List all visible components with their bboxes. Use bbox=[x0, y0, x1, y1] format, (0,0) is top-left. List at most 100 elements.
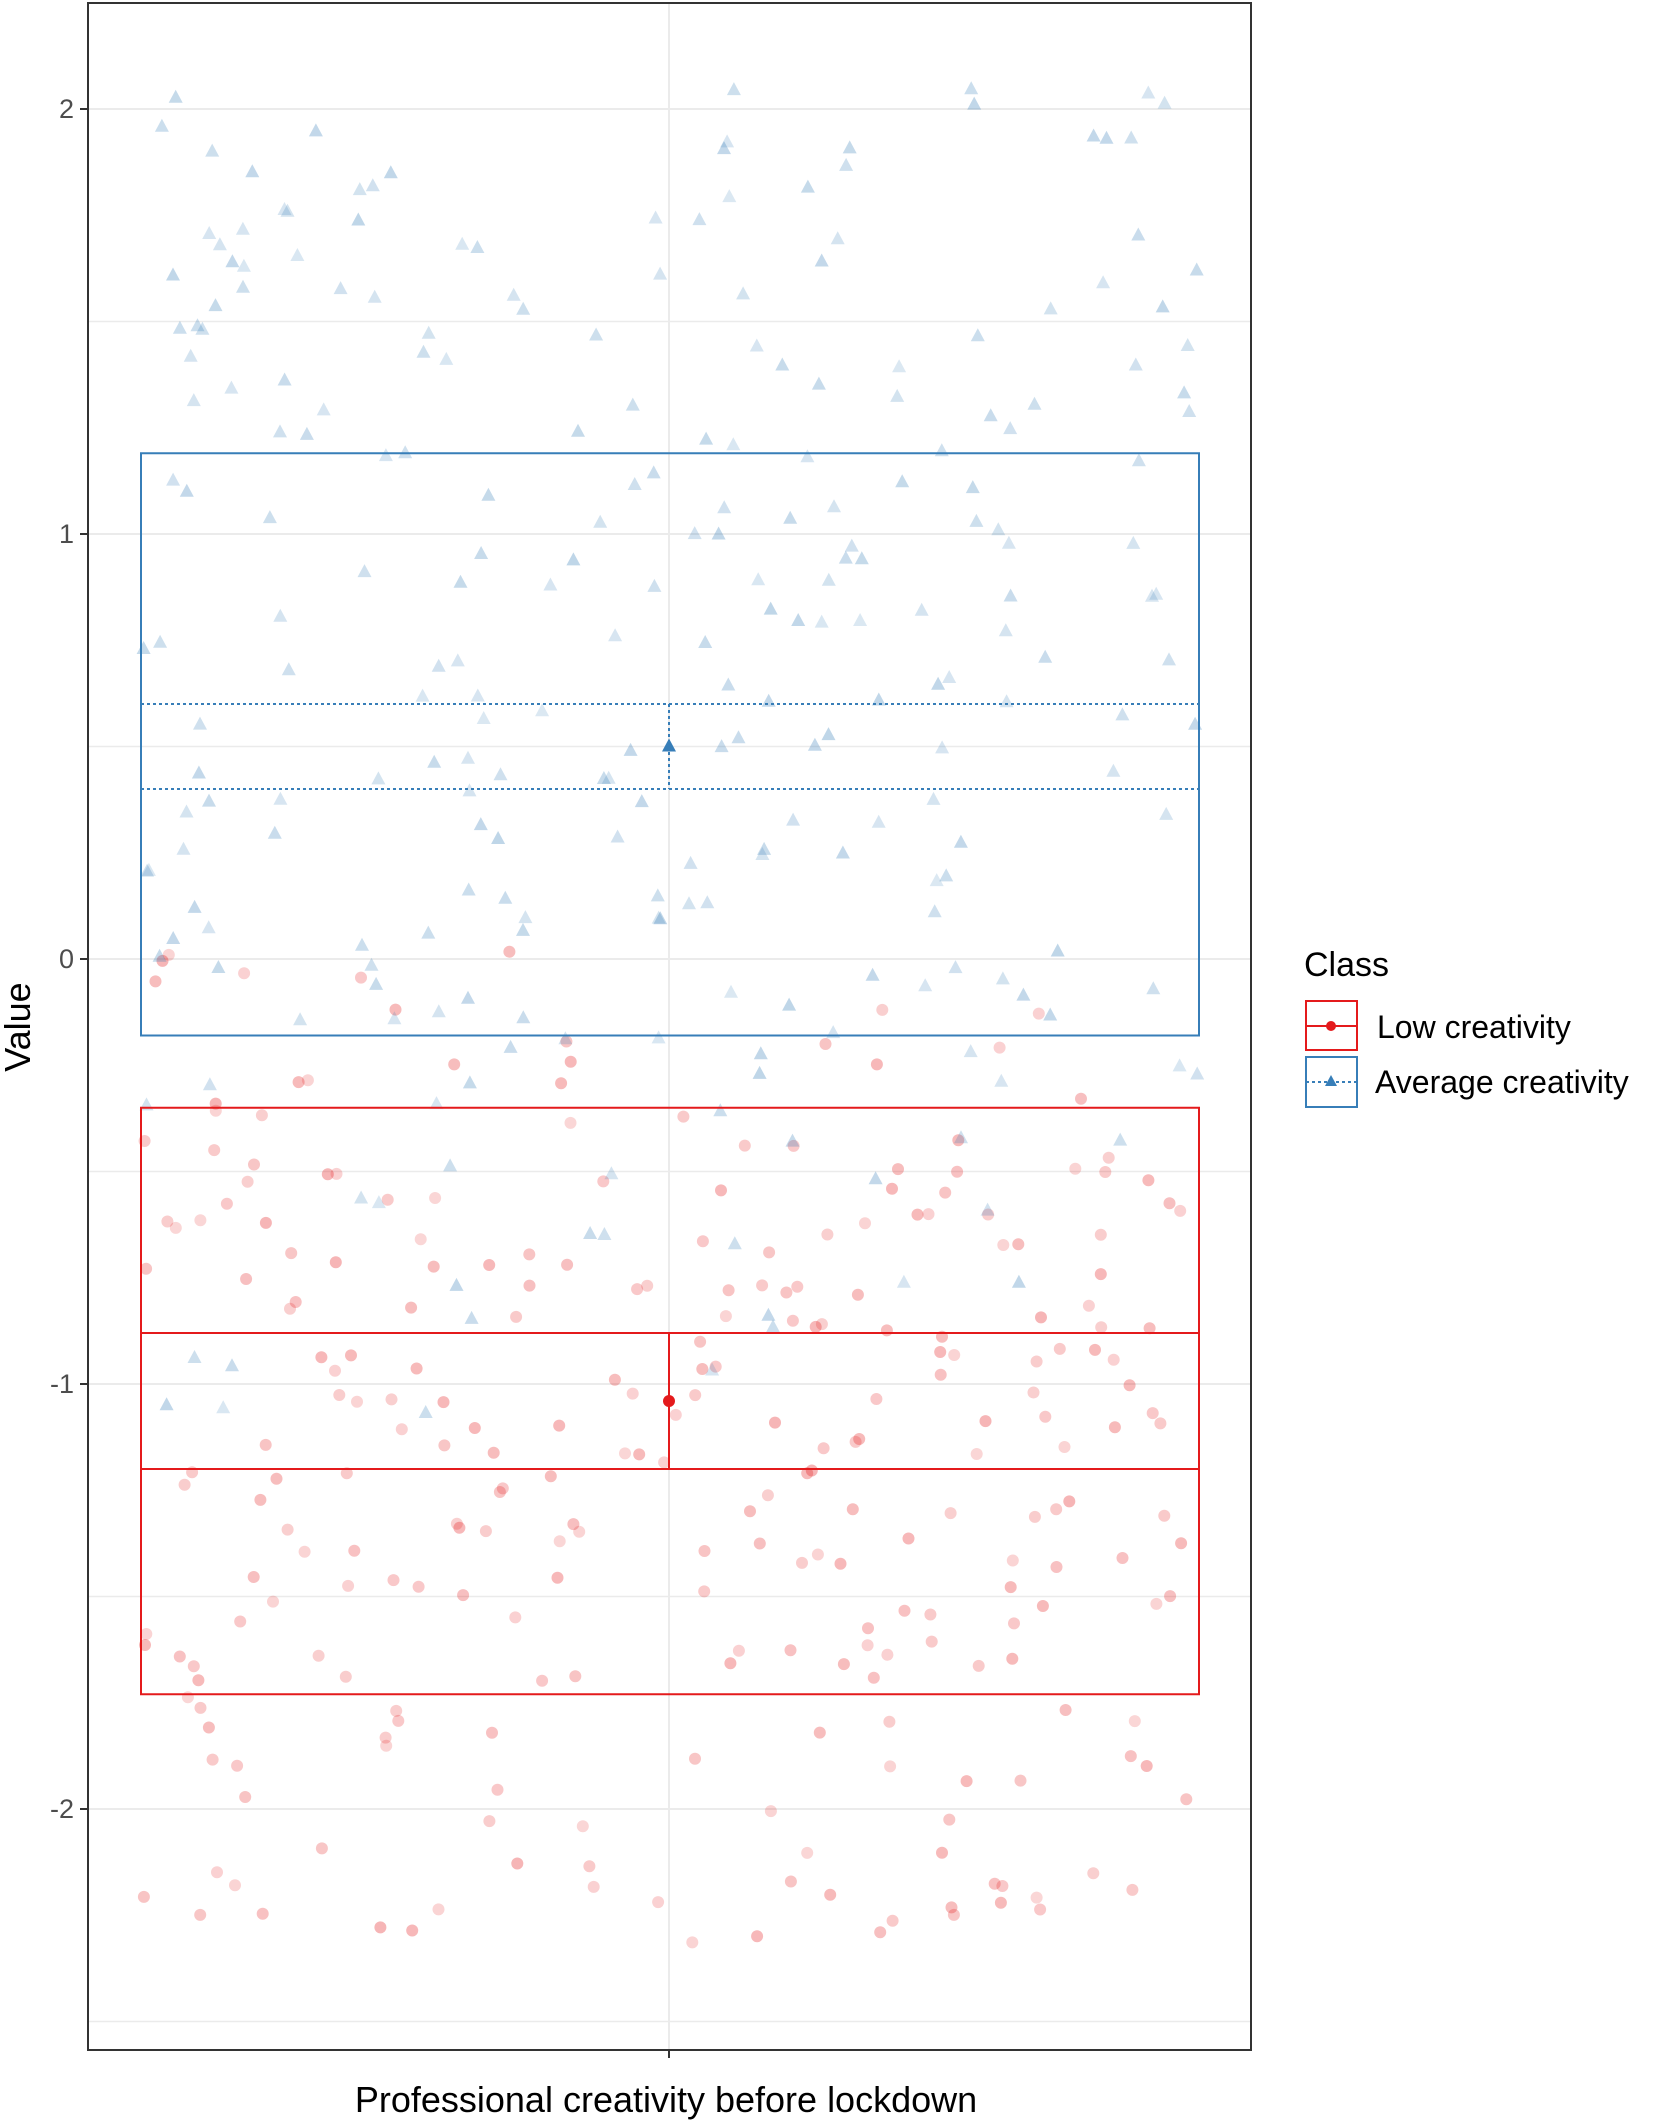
data-point-low-creativity bbox=[561, 1258, 574, 1271]
data-point-average-creativity bbox=[1190, 1066, 1205, 1080]
data-point-average-creativity bbox=[653, 266, 668, 280]
data-point-low-creativity bbox=[202, 1721, 215, 1734]
data-point-low-creativity bbox=[880, 1324, 893, 1337]
data-point-average-creativity bbox=[503, 1039, 518, 1053]
data-point-low-creativity bbox=[289, 1296, 302, 1308]
data-point-average-creativity bbox=[601, 770, 616, 784]
data-point-average-creativity bbox=[1113, 1132, 1128, 1146]
data-point-low-creativity bbox=[658, 1456, 671, 1469]
data-point-average-creativity bbox=[994, 1073, 1009, 1087]
data-point-average-creativity bbox=[462, 783, 477, 797]
data-point-average-creativity bbox=[1106, 763, 1121, 777]
legend-title: Class bbox=[1304, 946, 1389, 984]
data-point-low-creativity bbox=[211, 1866, 223, 1879]
data-point-average-creativity bbox=[1146, 981, 1161, 995]
data-point-average-creativity bbox=[1149, 586, 1164, 600]
data-point-average-creativity bbox=[646, 465, 661, 479]
data-point-low-creativity bbox=[715, 1184, 727, 1197]
data-point-low-creativity bbox=[1063, 1495, 1076, 1508]
data-point-average-creativity bbox=[416, 344, 431, 358]
data-point-low-creativity bbox=[583, 1860, 596, 1873]
data-point-average-creativity bbox=[140, 863, 155, 877]
data-point-average-creativity bbox=[785, 1133, 800, 1147]
data-point-low-creativity bbox=[248, 1158, 260, 1171]
data-point-low-creativity bbox=[1163, 1197, 1176, 1210]
data-point-low-creativity bbox=[696, 1235, 709, 1248]
data-point-low-creativity bbox=[732, 1644, 745, 1657]
data-point-average-creativity bbox=[963, 1044, 978, 1058]
data-point-low-creativity bbox=[340, 1467, 353, 1480]
data-point-low-creativity bbox=[1034, 1903, 1047, 1916]
data-point-low-creativity bbox=[619, 1447, 631, 1460]
data-point-average-creativity bbox=[827, 499, 841, 513]
data-point-low-creativity bbox=[511, 1857, 524, 1870]
data-point-low-creativity bbox=[156, 954, 169, 967]
data-point-average-creativity bbox=[1115, 707, 1130, 721]
data-point-average-creativity bbox=[1189, 262, 1204, 276]
data-point-average-creativity bbox=[418, 1405, 433, 1418]
data-point-average-creativity bbox=[593, 514, 608, 528]
data-point-low-creativity bbox=[1059, 1704, 1072, 1716]
data-point-low-creativity bbox=[870, 1058, 883, 1071]
data-point-low-creativity bbox=[744, 1505, 756, 1518]
data-point-low-creativity bbox=[626, 1387, 639, 1400]
data-point-average-creativity bbox=[1124, 130, 1139, 144]
data-point-low-creativity bbox=[523, 1279, 536, 1292]
data-point-low-creativity bbox=[819, 1038, 832, 1050]
data-point-average-creativity bbox=[926, 791, 941, 805]
data-point-low-creativity bbox=[281, 1523, 294, 1536]
data-point-average-creativity bbox=[896, 1274, 911, 1288]
data-point-low-creativity bbox=[493, 1486, 506, 1498]
data-point-low-creativity bbox=[208, 1144, 221, 1157]
data-point-average-creativity bbox=[429, 1096, 444, 1110]
data-point-average-creativity bbox=[543, 577, 558, 591]
data-point-average-creativity bbox=[726, 437, 741, 451]
data-point-low-creativity bbox=[886, 1914, 899, 1927]
data-point-average-creativity bbox=[518, 910, 533, 924]
data-point-low-creativity bbox=[149, 975, 162, 988]
data-point-average-creativity bbox=[166, 472, 181, 486]
data-point-average-creativity bbox=[262, 510, 277, 524]
data-point-low-creativity bbox=[738, 1139, 751, 1152]
data-point-average-creativity bbox=[166, 931, 181, 944]
data-point-average-creativity bbox=[1128, 357, 1143, 371]
legend-item-average-creativity: Average creativity bbox=[1305, 1056, 1629, 1108]
data-point-low-creativity bbox=[342, 1579, 355, 1592]
data-point-low-creativity bbox=[809, 1320, 822, 1333]
data-point-low-creativity bbox=[979, 1415, 992, 1428]
data-point-low-creativity bbox=[479, 1525, 492, 1538]
y-axis: 2 1 0 -1 -2 bbox=[50, 94, 88, 1824]
data-point-average-creativity bbox=[498, 890, 513, 904]
data-point-average-creativity bbox=[1043, 1007, 1058, 1021]
data-point-average-creativity bbox=[682, 896, 696, 910]
data-point-low-creativity bbox=[867, 1671, 880, 1684]
data-point-low-creativity bbox=[1075, 1092, 1087, 1105]
data-point-low-creativity bbox=[1158, 1509, 1171, 1522]
data-point-low-creativity bbox=[1146, 1407, 1159, 1420]
data-point-low-creativity bbox=[784, 1644, 797, 1657]
data-point-average-creativity bbox=[724, 984, 738, 998]
data-point-low-creativity bbox=[652, 1896, 665, 1909]
data-point-average-creativity bbox=[571, 423, 585, 437]
data-point-low-creativity bbox=[801, 1846, 814, 1859]
data-point-average-creativity bbox=[763, 601, 778, 615]
data-point-low-creativity bbox=[837, 1658, 850, 1671]
data-point-average-creativity bbox=[187, 899, 202, 913]
data-point-average-creativity bbox=[991, 522, 1006, 536]
data-point-average-creativity bbox=[969, 513, 984, 527]
data-point-low-creativity bbox=[329, 1256, 342, 1269]
data-point-average-creativity bbox=[558, 1031, 573, 1045]
data-point-average-creativity bbox=[1003, 588, 1018, 602]
data-point-average-creativity bbox=[953, 834, 968, 848]
data-point-low-creativity bbox=[437, 1396, 450, 1409]
data-point-low-creativity bbox=[689, 1389, 702, 1402]
jittered-points bbox=[136, 81, 1205, 1949]
data-point-average-creativity bbox=[354, 1190, 369, 1204]
data-point-low-creativity bbox=[209, 1104, 222, 1117]
data-point-average-creativity bbox=[367, 289, 382, 303]
data-point-low-creativity bbox=[450, 1517, 463, 1530]
data-point-average-creativity bbox=[1172, 1058, 1187, 1072]
data-point-average-creativity bbox=[273, 608, 288, 622]
data-point-low-creativity bbox=[631, 1283, 644, 1296]
data-point-low-creativity bbox=[1028, 1510, 1041, 1523]
